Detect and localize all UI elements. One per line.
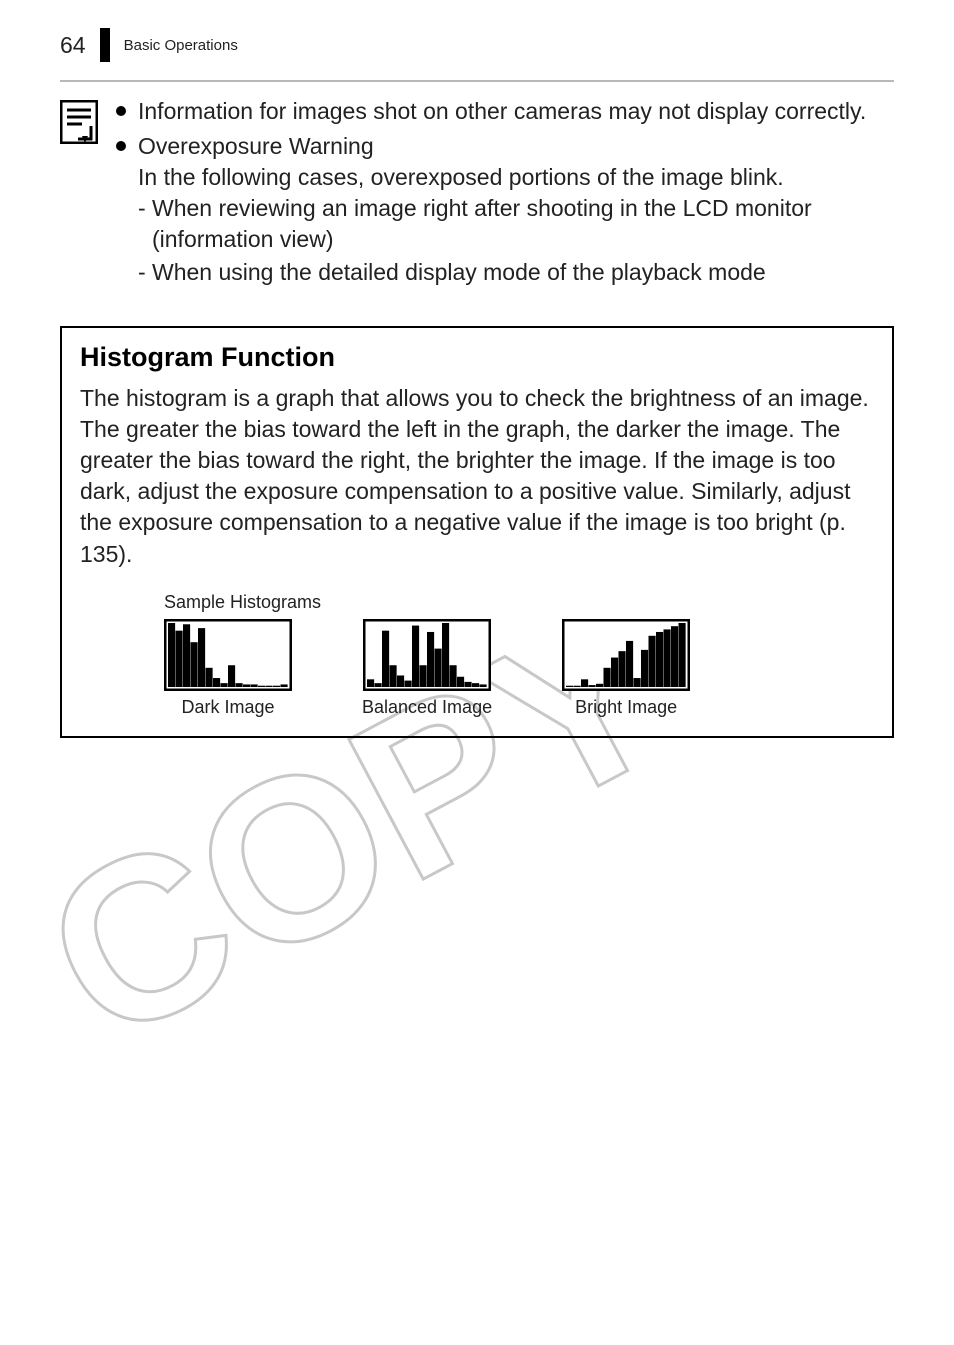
dash-item: When reviewing an image right after shoo…: [138, 193, 894, 255]
histogram-balanced: [363, 619, 491, 691]
sample-col: Dark Image: [164, 619, 292, 718]
histogram-bright: [562, 619, 690, 691]
samples-label: Sample Histograms: [164, 592, 874, 613]
header-tick: [100, 28, 110, 62]
histogram-body: The histogram is a graph that allows you…: [80, 383, 874, 569]
note-list: Information for images shot on other cam…: [116, 96, 894, 292]
page: 64 Basic Operations Information for imag…: [0, 0, 954, 1345]
note-item: Information for images shot on other cam…: [116, 96, 894, 127]
note-item: Overexposure Warning In the following ca…: [116, 131, 894, 288]
dash-item-text: When reviewing an image right after shoo…: [152, 195, 812, 252]
histogram-title: Histogram Function: [80, 342, 874, 373]
page-number: 64: [60, 32, 86, 59]
note-icon: [60, 100, 98, 144]
sample-caption: Balanced Image: [362, 697, 492, 718]
sample-col: Bright Image: [562, 619, 690, 718]
histogram-section: Histogram Function The histogram is a gr…: [60, 326, 894, 737]
note-item-text: Overexposure Warning: [138, 133, 374, 159]
samples-row: Dark Image Balanced Image Bright Image: [164, 619, 874, 718]
histogram-dark: [164, 619, 292, 691]
note-item-text: Information for images shot on other cam…: [138, 98, 866, 124]
sample-caption: Bright Image: [575, 697, 677, 718]
note-subline: In the following cases, overexposed port…: [138, 162, 894, 193]
dash-item-text: When using the detailed display mode of …: [152, 259, 766, 285]
sample-caption: Dark Image: [181, 697, 274, 718]
sample-col: Balanced Image: [362, 619, 492, 718]
page-header: 64 Basic Operations: [60, 28, 894, 62]
dash-list: When reviewing an image right after shoo…: [138, 193, 894, 288]
note-box: Information for images shot on other cam…: [60, 94, 894, 300]
section-title: Basic Operations: [124, 37, 238, 54]
dash-item: When using the detailed display mode of …: [138, 257, 894, 288]
divider: [60, 80, 894, 82]
